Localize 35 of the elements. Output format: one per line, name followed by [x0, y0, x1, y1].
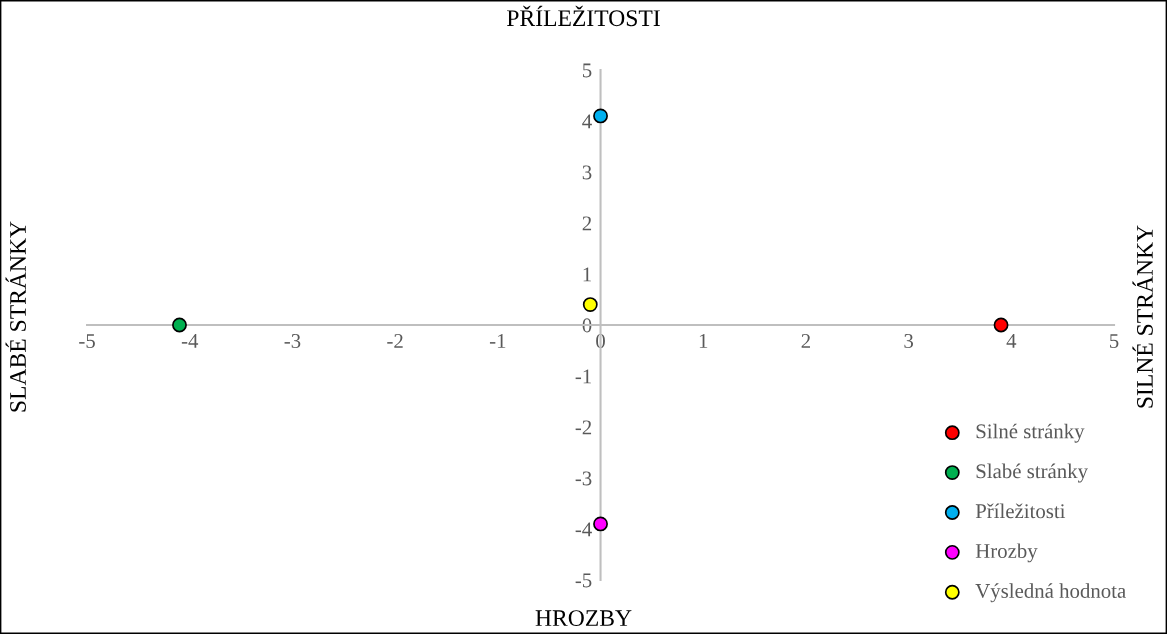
legend-label: Slabé stránky [976, 463, 1088, 483]
legend-label: Výsledná hodnota [975, 583, 1126, 603]
x-tick-label: -5 [79, 334, 95, 348]
point [593, 516, 608, 532]
x-tick-label: -3 [284, 333, 301, 348]
point [172, 317, 187, 333]
x-tick-label: 5 [1110, 334, 1119, 348]
y-axis-title: SLABÉ STRÁNKY [5, 221, 26, 412]
x-tick-label: 2 [801, 333, 810, 348]
legend-label: Hrozby [975, 543, 1038, 563]
x-tick-label: -1 [489, 334, 506, 348]
x-tick-label: -4 [181, 334, 199, 348]
y-tick-label: 1 [583, 267, 591, 282]
legend-label: Silné stránky [976, 423, 1085, 443]
y-tick-label: 5 [583, 63, 592, 78]
x-tick-label: 4 [1006, 334, 1017, 348]
x-tick-label: 3 [904, 333, 914, 348]
y-tick-label: -2 [575, 420, 592, 435]
x-tick-label: 0 [596, 333, 605, 348]
x-axis-title: HROZBY [535, 610, 632, 627]
y-tick-label: -4 [575, 522, 592, 537]
y2-axis-title: SILNÉ STRÁNKY [1132, 225, 1153, 408]
point [582, 297, 598, 313]
legend-label: Příležitosti [975, 503, 1066, 519]
y-tick-label: -5 [575, 573, 592, 588]
x-tick-label: -2 [387, 333, 403, 348]
y-tick-label: -1 [575, 369, 591, 384]
y-tick-label: -3 [575, 471, 592, 486]
chart-title: PŘÍLEŽITOSTI [507, 5, 660, 27]
point [593, 108, 608, 124]
x-tick-label: 1 [699, 334, 708, 348]
y-tick-label: 4 [582, 114, 592, 129]
y-tick-label: 3 [582, 165, 592, 180]
y-tick-label: 2 [582, 216, 592, 231]
point [993, 317, 1009, 333]
